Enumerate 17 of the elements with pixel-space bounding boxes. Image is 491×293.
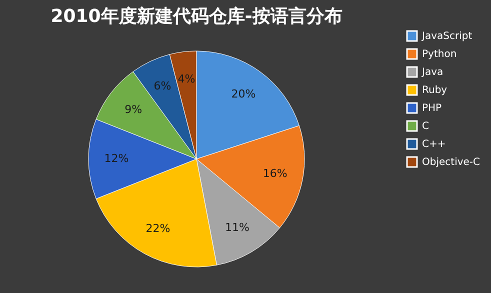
legend-label: Python: [422, 49, 457, 60]
data-label: 6%: [154, 80, 172, 93]
legend-label: Ruby: [422, 85, 448, 96]
legend-label: Objective-C: [422, 157, 480, 168]
data-label: 22%: [146, 222, 170, 236]
data-label: 20%: [231, 87, 256, 100]
data-label: 4%: [178, 72, 196, 86]
data-label: 12%: [104, 152, 129, 165]
data-label: 9%: [124, 102, 142, 116]
legend-label: Java: [421, 67, 444, 78]
chart-title: 2010年度新建代码仓库-按语言分布: [50, 6, 342, 27]
legend-label: JavaScript: [421, 31, 472, 42]
data-label: 16%: [262, 166, 288, 180]
legend-label: PHP: [422, 103, 442, 114]
legend-label: C++: [422, 139, 446, 150]
data-label: 11%: [224, 220, 250, 234]
legend-label: C: [422, 121, 429, 132]
